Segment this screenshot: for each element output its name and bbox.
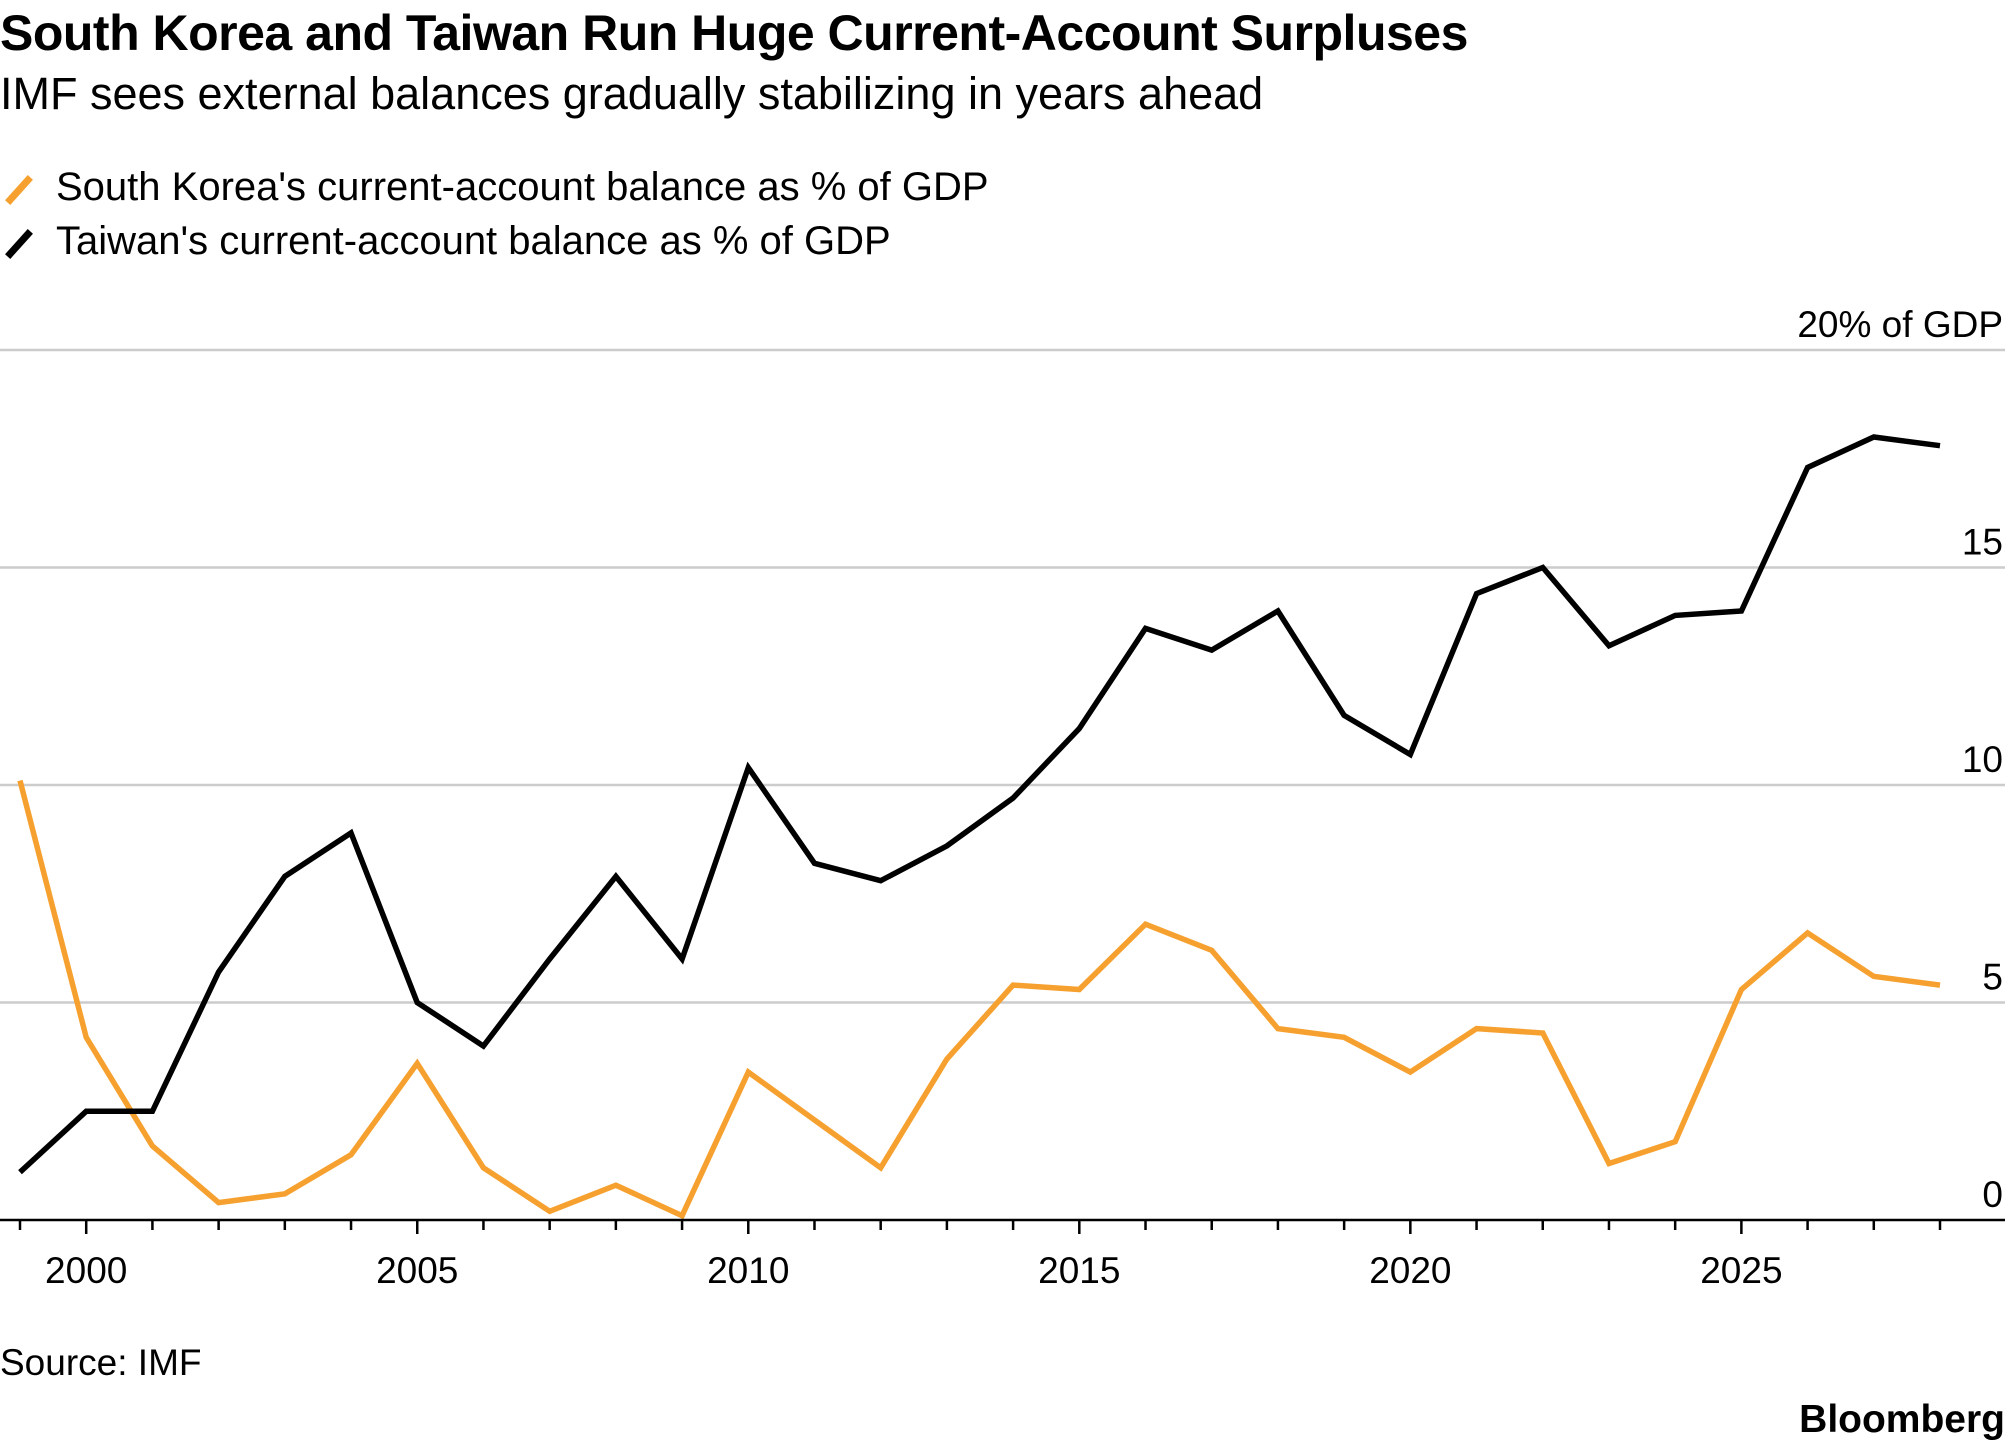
y-tick-label-15: 15 <box>1962 522 2003 563</box>
legend-swatch-south-korea <box>0 160 48 214</box>
legend: South Korea's current-account balance as… <box>0 160 989 268</box>
x-tick-label-2005: 2005 <box>376 1250 458 1291</box>
chart-subtitle: IMF sees external balances gradually sta… <box>0 68 1264 119</box>
x-tick-label-2010: 2010 <box>707 1250 789 1291</box>
legend-label-taiwan: Taiwan's current-account balance as % of… <box>56 218 891 263</box>
y-tick-label-20: 20% of GDP <box>1797 304 2003 345</box>
series-line-south-korea <box>17 779 1941 1220</box>
legend-label-south-korea: South Korea's current-account balance as… <box>56 164 989 209</box>
series-line-taiwan <box>18 434 1941 1175</box>
bloomberg-logo: Bloomberg <box>1799 1398 2005 1441</box>
x-tick-label-2015: 2015 <box>1038 1250 1120 1291</box>
legend-swatch-taiwan <box>0 214 48 268</box>
x-tick-label-2000: 2000 <box>45 1250 127 1291</box>
y-tick-label-5: 5 <box>1982 957 2003 998</box>
x-tick-label-2020: 2020 <box>1369 1250 1451 1291</box>
x-tick-label-2025: 2025 <box>1700 1250 1782 1291</box>
legend-item-taiwan: Taiwan's current-account balance as % of… <box>0 214 989 268</box>
legend-item-south-korea: South Korea's current-account balance as… <box>0 160 989 214</box>
source-note: Source: IMF <box>0 1342 202 1383</box>
chart-title: South Korea and Taiwan Run Huge Current-… <box>0 5 1468 61</box>
y-tick-label-0: 0 <box>1982 1174 2003 1215</box>
y-tick-label-10: 10 <box>1962 739 2003 780</box>
